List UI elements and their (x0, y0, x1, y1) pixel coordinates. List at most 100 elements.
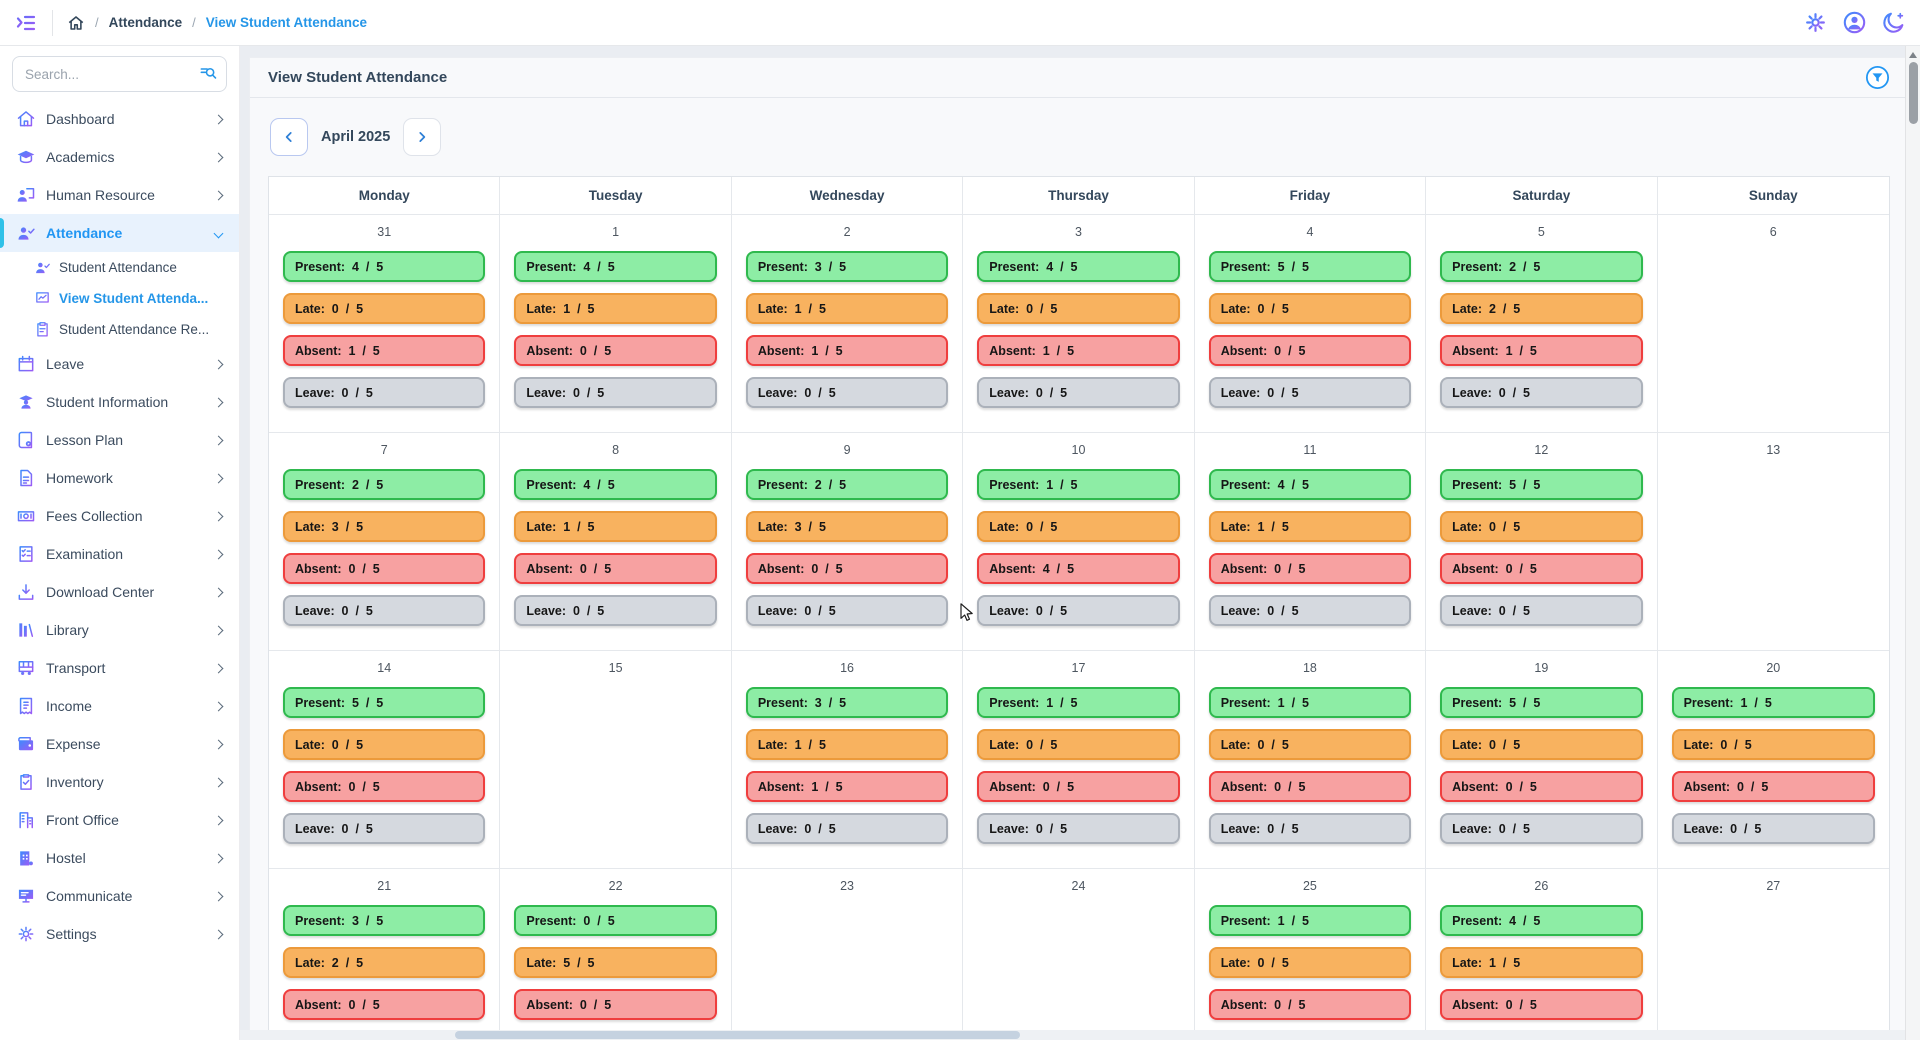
chevron-icon (213, 473, 224, 483)
day-cell-27: 27 (1657, 869, 1889, 1040)
menu-icon[interactable] (14, 11, 38, 35)
vertical-scroll-thumb[interactable] (1908, 62, 1918, 124)
sidebar-item-leave[interactable]: Leave (0, 345, 239, 383)
sidebar-item-transport[interactable]: Transport (0, 649, 239, 687)
absent-badge: Absent: 0 / 5 (514, 553, 717, 584)
day-number: 6 (1769, 225, 1777, 239)
sidebar-subitem-label: View Student Attenda... (59, 291, 209, 306)
absent-badge: Absent: 0 / 5 (1440, 989, 1643, 1020)
day-cell-31: 31 Present: 4 / 5 Late: 0 / 5 Absent: 1 / 5… (269, 215, 501, 433)
filter-icon[interactable] (1865, 65, 1890, 90)
day-cell-25: 25 Present: 1 / 5 Late: 0 / 5 Absent: 0 / 5… (1194, 869, 1427, 1040)
sidebar-item-income[interactable]: Income (0, 687, 239, 725)
weekday-header-sunday: Sunday (1657, 177, 1889, 215)
day-cell-14: 14 Present: 5 / 5 Late: 0 / 5 Absent: 0 / 5… (269, 651, 501, 869)
sidebar-item-download-center[interactable]: Download Center (0, 573, 239, 611)
late-badge: Late: 1 / 5 (514, 511, 717, 542)
leave-badge: Leave: 0 / 5 (283, 377, 486, 408)
leave-badge: Leave: 0 / 5 (1440, 813, 1643, 844)
search-icon[interactable] (198, 64, 218, 89)
sidebar-item-label: Homework (46, 470, 113, 486)
breadcrumb-attendance[interactable]: Attendance (108, 15, 183, 30)
search-input[interactable] (12, 56, 227, 92)
sidebar-item-library[interactable]: Library (0, 611, 239, 649)
gear-icon[interactable] (1803, 10, 1828, 35)
sidebar-item-student-information[interactable]: Student Information (0, 383, 239, 421)
sidebar-item-attendance[interactable]: Attendance (0, 214, 239, 252)
present-badge: Present: 4 / 5 (283, 251, 486, 282)
late-badge: Late: 0 / 5 (977, 729, 1180, 760)
sidebar-item-academics[interactable]: Academics (0, 138, 239, 176)
sidebar-item-fees-collection[interactable]: Fees Collection (0, 497, 239, 535)
sidebar-item-expense[interactable]: Expense (0, 725, 239, 763)
present-badge: Present: 1 / 5 (1208, 905, 1412, 936)
leave-badge: Leave: 0 / 5 (977, 377, 1180, 408)
day-cell-5: 5 Present: 2 / 5 Late: 2 / 5 Absent: 1 / 5 L… (1426, 215, 1658, 433)
sidebar-item-label: Inventory (46, 774, 104, 790)
leave-icon (16, 354, 36, 374)
student-information-icon (16, 392, 36, 412)
sidebar-item-label: Communicate (46, 888, 133, 904)
sidebar-item-homework[interactable]: Homework (0, 459, 239, 497)
sidebar-item-settings[interactable]: Settings (0, 915, 239, 953)
present-badge: Present: 3 / 5 (745, 687, 949, 718)
present-badge: Present: 1 / 5 (1671, 687, 1875, 718)
sidebar-item-label: Student Information (46, 394, 169, 410)
sidebar-item-front-office[interactable]: Front Office (0, 801, 239, 839)
day-cell-1: 1 Present: 4 / 5 Late: 1 / 5 Absent: 0 / 5 L… (500, 215, 732, 433)
day-number: 31 (377, 225, 392, 239)
day-number: 12 (1534, 443, 1549, 457)
day-cell-18: 18 Present: 1 / 5 Late: 0 / 5 Absent: 0 / 5… (1194, 651, 1427, 869)
day-cell-10: 10 Present: 1 / 5 Late: 0 / 5 Absent: 4 / 5… (963, 433, 1195, 651)
content-card: View Student Attendance April 2025 Monda… (249, 57, 1909, 1040)
weekday-header-saturday: Saturday (1426, 177, 1658, 215)
sidebar-item-examination[interactable]: Examination (0, 535, 239, 573)
present-badge: Present: 5 / 5 (1440, 687, 1643, 718)
next-month-button[interactable] (403, 118, 442, 156)
horizontal-scrollbar[interactable] (240, 1030, 1905, 1040)
late-badge: Late: 0 / 5 (1208, 729, 1412, 760)
fees-collection-icon (16, 506, 36, 526)
absent-badge: Absent: 0 / 5 (1208, 335, 1412, 366)
day-number: 27 (1766, 879, 1781, 893)
sidebar-item-label: Front Office (46, 812, 119, 828)
day-cell-15: 15 (500, 651, 732, 869)
lesson-plan-icon (16, 430, 36, 450)
home-icon[interactable] (67, 14, 85, 32)
absent-badge: Absent: 0 / 5 (514, 335, 717, 366)
sidebar-subitem-student-attendance[interactable]: Student Attendance (0, 252, 239, 283)
horizontal-scroll-thumb[interactable] (455, 1031, 1020, 1039)
sidebar-item-communicate[interactable]: Communicate (0, 877, 239, 915)
leave-badge: Leave: 0 / 5 (1208, 595, 1412, 626)
hostel-icon (16, 848, 36, 868)
sidebar-item-human-resource[interactable]: Human Resource (0, 176, 239, 214)
absent-badge: Absent: 1 / 5 (745, 771, 949, 802)
sidebar-subitem-view-student-attendance[interactable]: View Student Attenda... (0, 283, 239, 314)
scroll-up-arrow[interactable] (1909, 52, 1917, 58)
leave-badge: Leave: 0 / 5 (745, 377, 949, 408)
sidebar-item-lesson-plan[interactable]: Lesson Plan (0, 421, 239, 459)
weekday-header-wednesday: Wednesday (731, 177, 964, 215)
day-number: 11 (1303, 443, 1317, 457)
late-badge: Late: 0 / 5 (1440, 511, 1643, 542)
leave-badge: Leave: 0 / 5 (745, 595, 949, 626)
sidebar-item-hostel[interactable]: Hostel (0, 839, 239, 877)
chevron-icon (213, 190, 224, 200)
day-cell-4: 4 Present: 5 / 5 Late: 0 / 5 Absent: 0 / 5 L… (1194, 215, 1427, 433)
sidebar-item-label: Fees Collection (46, 508, 143, 524)
dark-mode-icon[interactable] (1881, 10, 1906, 35)
late-badge: Late: 0 / 5 (1208, 947, 1412, 978)
late-badge: Late: 1 / 5 (745, 293, 949, 324)
day-number: 13 (1766, 443, 1781, 457)
prev-month-button[interactable] (270, 118, 308, 156)
vertical-scrollbar[interactable] (1905, 46, 1920, 1040)
dashboard-icon (16, 109, 36, 129)
transport-icon (16, 658, 36, 678)
day-number: 15 (608, 661, 623, 675)
sidebar-item-dashboard[interactable]: Dashboard (0, 100, 239, 138)
sidebar-item-inventory[interactable]: Inventory (0, 763, 239, 801)
user-icon[interactable] (1842, 10, 1867, 35)
sidebar-subitem-student-attendance-report[interactable]: Student Attendance Re... (0, 314, 239, 345)
present-badge: Present: 1 / 5 (1208, 687, 1412, 718)
sidebar-item-label: Transport (46, 660, 106, 676)
